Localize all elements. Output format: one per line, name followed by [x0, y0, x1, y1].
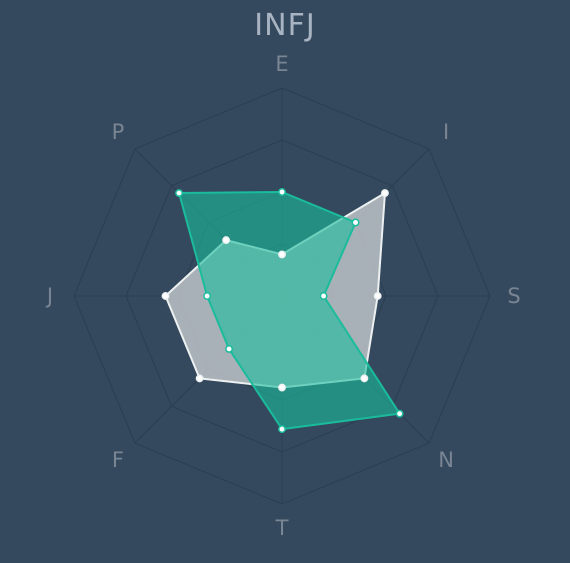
axis-label-E: E: [275, 52, 288, 76]
axis-labels: E I S N T F J P: [45, 52, 521, 540]
axis-label-F: F: [112, 448, 124, 472]
axis-label-N: N: [438, 448, 454, 472]
axis-label-J: J: [45, 284, 53, 308]
series-2-point-T[interactable]: [278, 425, 286, 434]
axis-label-P: P: [112, 120, 125, 144]
series-1-point-I[interactable]: [381, 189, 389, 197]
series-2-point-E[interactable]: [278, 188, 286, 196]
series-1-point-J[interactable]: [161, 292, 170, 300]
axis-label-S: S: [507, 284, 520, 308]
series-2-point-F[interactable]: [225, 344, 234, 353]
series-2-point-I[interactable]: [351, 218, 360, 227]
series-1-point-E[interactable]: [278, 250, 286, 259]
series-1-point-F[interactable]: [195, 374, 204, 383]
chart-title: INFJ: [254, 8, 316, 43]
series-2-point-J[interactable]: [203, 292, 212, 300]
series-1-point-S[interactable]: [373, 292, 382, 300]
series-1-point-P[interactable]: [222, 236, 231, 245]
axis-label-I: I: [443, 120, 449, 144]
series-2-point-P[interactable]: [175, 189, 183, 197]
series-1-point-T[interactable]: [278, 383, 286, 392]
series-2-point-S[interactable]: [319, 292, 328, 300]
series-2-point-N[interactable]: [395, 409, 404, 418]
axis-label-T: T: [275, 516, 289, 540]
radar-series-layer: [164, 191, 401, 431]
radar-points-layer: [161, 188, 404, 434]
series-1-point-N[interactable]: [360, 374, 369, 383]
